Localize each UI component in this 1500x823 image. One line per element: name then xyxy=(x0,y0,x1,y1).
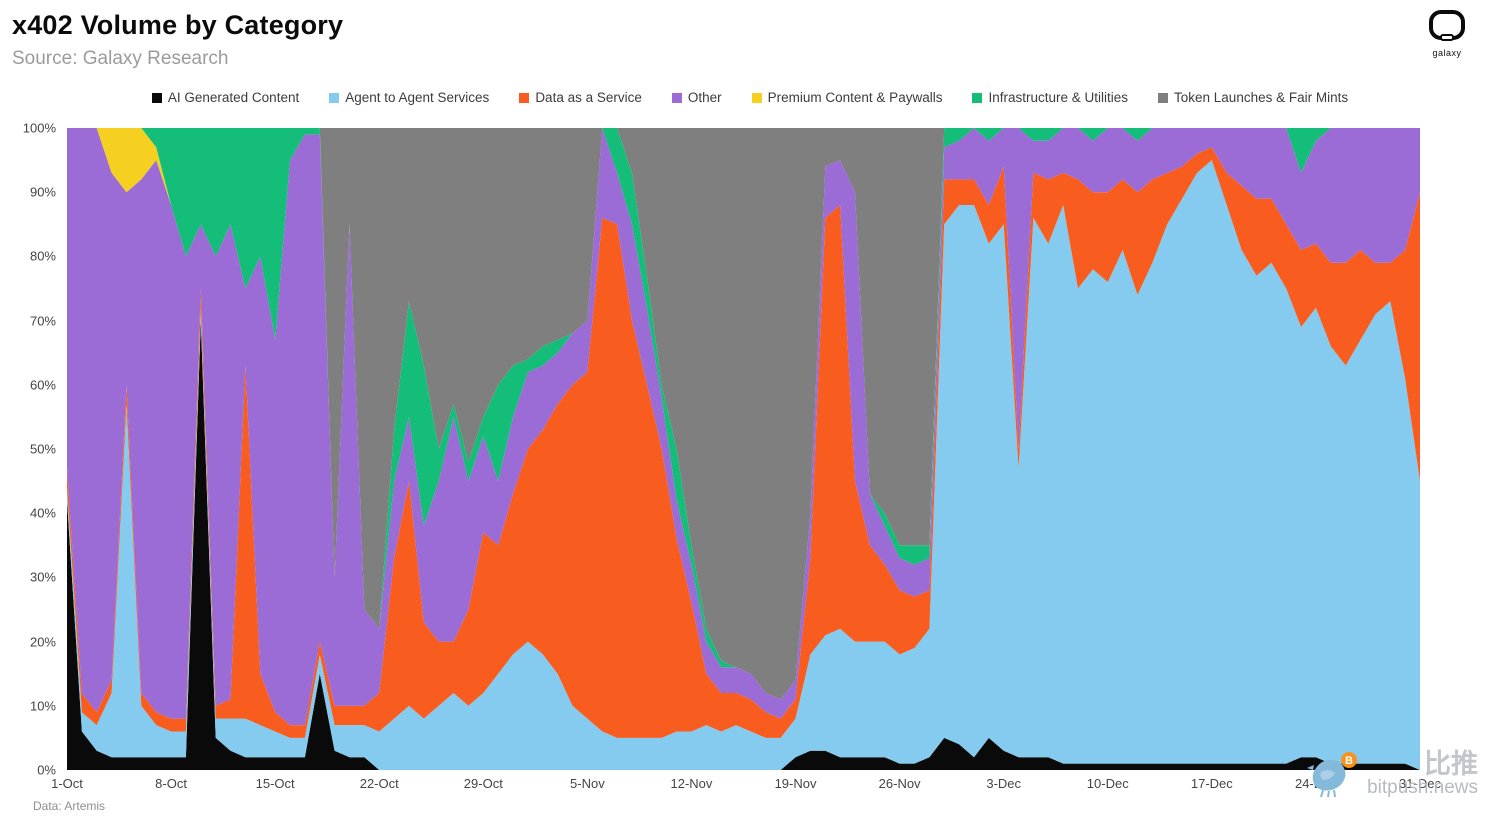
bird-icon: B xyxy=(1307,752,1358,798)
legend-item-infrastructure-utilities: Infrastructure & Utilities xyxy=(972,90,1128,105)
data-source-note: Data: Artemis xyxy=(33,799,106,813)
watermark-text: 比推 bitpush.news xyxy=(1367,750,1478,798)
x-tick-label: 31-Dec xyxy=(1399,776,1441,791)
chart-legend: AI Generated Content Agent to Agent Servi… xyxy=(0,90,1500,105)
x-tick-label: 5-Nov xyxy=(570,776,605,791)
bitpush-watermark: B 比推 bitpush.news xyxy=(1307,750,1478,798)
x-tick-label: 17-Dec xyxy=(1190,776,1233,791)
legend-label: AI Generated Content xyxy=(167,90,300,105)
watermark-cn: 比推 xyxy=(1424,749,1478,779)
legend-item-ai-generated-content: AI Generated Content xyxy=(151,90,300,105)
x-tick-label: 10-Dec xyxy=(1086,776,1129,791)
legend-label: Premium Content & Paywalls xyxy=(767,90,943,105)
area-other xyxy=(67,128,1420,726)
area-infrastructure-utilities xyxy=(67,128,1420,700)
y-tick-label: 30% xyxy=(29,569,56,585)
galaxy-logo-text: galaxy xyxy=(1432,48,1462,58)
y-tick-label: 60% xyxy=(29,377,56,393)
galaxy-logo-icon xyxy=(1429,10,1465,41)
x-tick-label: 8-Oct xyxy=(155,776,187,791)
legend-item-premium-content-paywalls: Premium Content & Paywalls xyxy=(751,90,943,105)
galaxy-logo: galaxy xyxy=(1424,10,1470,58)
x-tick-label: 22-Oct xyxy=(359,776,399,791)
legend-label: Agent to Agent Services xyxy=(345,90,490,105)
y-tick-label: 80% xyxy=(29,248,56,264)
y-tick-label: 40% xyxy=(29,505,56,521)
plot-area xyxy=(67,128,1420,770)
area-agent-to-agent-services xyxy=(67,160,1420,770)
legend-swatch-icon xyxy=(671,92,682,103)
legend-item-agent-to-agent-services: Agent to Agent Services xyxy=(329,90,489,105)
watermark-en: bitpush.news xyxy=(1367,777,1478,799)
legend-label: Other xyxy=(687,90,722,105)
y-tick-label: 100% xyxy=(22,120,56,136)
svg-text:B: B xyxy=(1345,755,1353,767)
y-tick-label: 70% xyxy=(29,313,56,329)
y-tick-label: 10% xyxy=(29,698,56,714)
x-tick-label: 29-Oct xyxy=(463,776,503,791)
legend-swatch-icon xyxy=(972,92,983,103)
legend-label: Token Launches & Fair Mints xyxy=(1174,90,1349,105)
x-tick-label: 1-Oct xyxy=(51,776,83,791)
legend-item-token-launches-fair-mints: Token Launches & Fair Mints xyxy=(1158,90,1348,105)
legend-swatch-icon xyxy=(519,92,530,103)
x-tick-label: 3-Dec xyxy=(986,776,1022,791)
x-tick-label: 19-Nov xyxy=(774,776,817,791)
x-tick-label: 12-Nov xyxy=(670,776,713,791)
legend-item-other: Other xyxy=(671,90,722,105)
stacked-area-chart xyxy=(67,128,1420,770)
legend-swatch-icon xyxy=(151,92,162,103)
area-token-launches-fair-mints xyxy=(67,128,1420,700)
y-tick-label: 50% xyxy=(29,441,56,457)
legend-swatch-icon xyxy=(329,92,340,103)
page-title: x402 Volume by Category xyxy=(12,10,344,40)
area-data-as-a-service xyxy=(67,147,1420,738)
source-label: Source: Galaxy Research xyxy=(12,48,229,69)
legend-swatch-icon xyxy=(1158,92,1169,103)
y-tick-label: 0% xyxy=(37,762,56,778)
y-tick-label: 90% xyxy=(29,184,56,200)
x-tick-label: 26-Nov xyxy=(878,776,921,791)
y-tick-label: 20% xyxy=(29,634,56,650)
area-ai-generated-content xyxy=(67,320,1420,770)
legend-item-data-as-a-service: Data as a Service xyxy=(519,90,642,105)
legend-swatch-icon xyxy=(751,92,762,103)
legend-label: Data as a Service xyxy=(535,90,642,105)
legend-label: Infrastructure & Utilities xyxy=(988,90,1129,105)
x-tick-label: 15-Oct xyxy=(255,776,295,791)
